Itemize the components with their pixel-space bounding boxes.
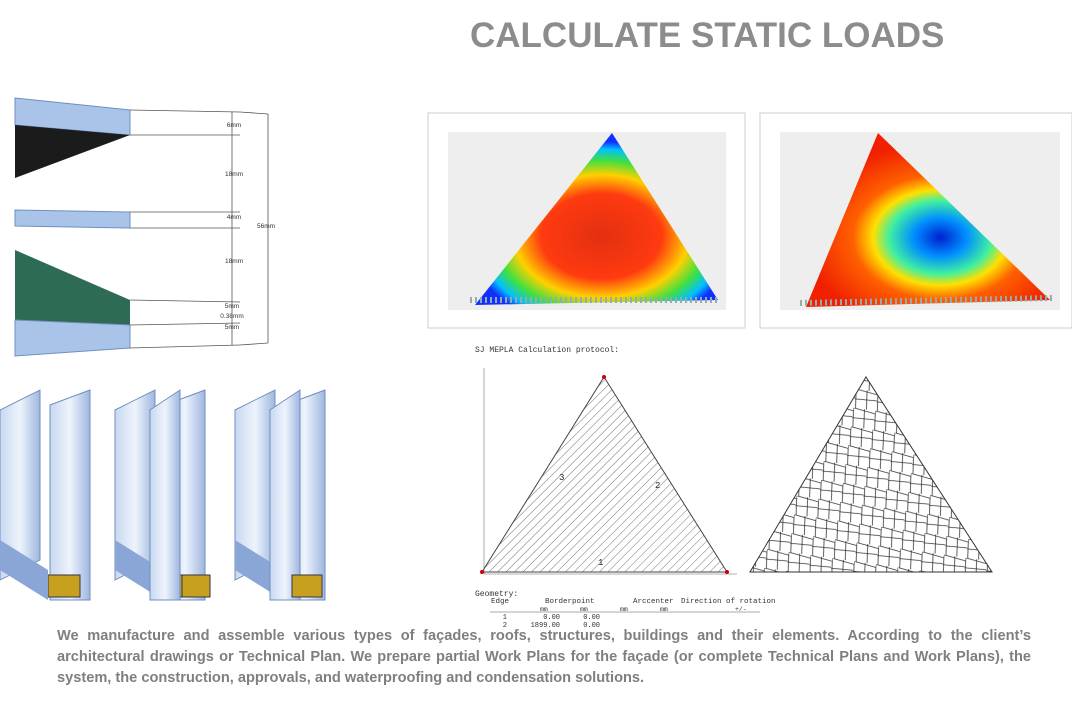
table-cell: 0.00 xyxy=(583,622,600,630)
dimension-label: 0.38mm xyxy=(220,313,243,320)
table-header: Edge xyxy=(491,598,509,606)
dimension-label: 6mm xyxy=(227,122,241,129)
table-header: Arccenter xyxy=(633,598,674,606)
table-cell: 2 xyxy=(503,622,507,630)
table-cell: 0.00 xyxy=(583,614,600,622)
edge-label: 2 xyxy=(655,481,660,491)
page-title: CALCULATE STATIC LOADS xyxy=(470,16,945,55)
dimension-label: 5mm xyxy=(225,324,239,331)
table-unit: mm xyxy=(580,606,588,613)
edge-label: 3 xyxy=(559,473,564,483)
dimension-label: 18mm xyxy=(225,258,243,265)
table-header: Borderpoint xyxy=(545,598,595,606)
glass-units xyxy=(0,389,326,601)
dimension-label: 5mm xyxy=(225,303,239,310)
table-unit: mm xyxy=(620,606,628,613)
contour-plots xyxy=(427,112,1072,329)
table-cell: 1899.00 xyxy=(531,622,560,630)
protocol-title: SJ MEPLA Calculation protocol: xyxy=(475,346,619,355)
geometry-title: Geometry: xyxy=(475,590,518,599)
dimension-label: 56mm xyxy=(257,223,275,230)
body-text: We manufacture and assemble various type… xyxy=(57,628,1031,686)
table-unit: mm xyxy=(540,606,548,613)
protocol-drawings xyxy=(480,368,993,575)
glass-section-diagram xyxy=(14,97,269,357)
edge-label: 1 xyxy=(598,558,603,568)
table-cell: 1 xyxy=(503,614,507,622)
table-unit: mm xyxy=(660,606,668,613)
table-header: Direction of rotation xyxy=(681,598,776,606)
dimension-label: 18mm xyxy=(225,171,243,178)
table-cell: 0.00 xyxy=(543,614,560,622)
table-unit: +/- xyxy=(735,606,747,613)
dimension-label: 4mm xyxy=(227,214,241,221)
